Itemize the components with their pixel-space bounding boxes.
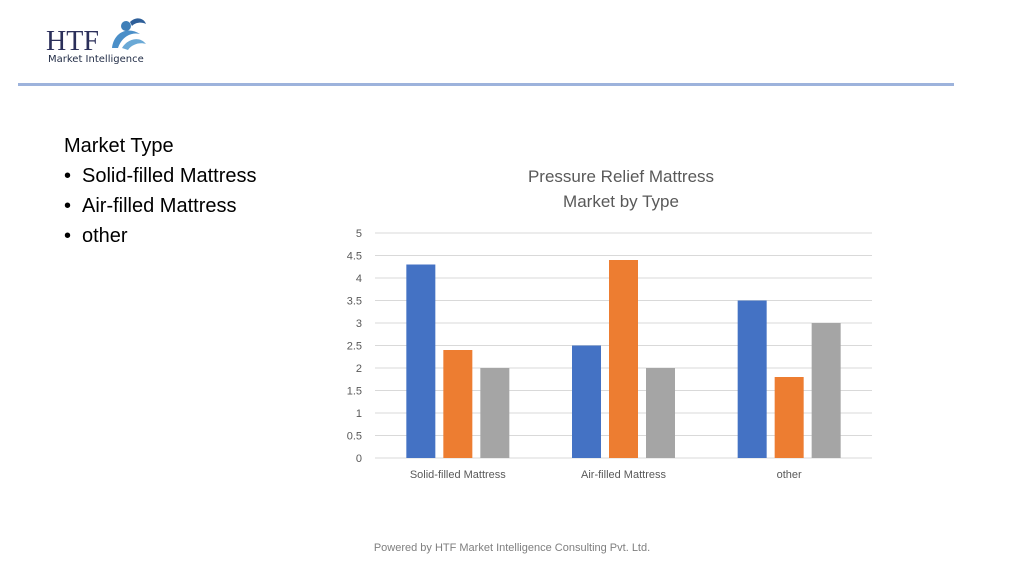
bar	[646, 368, 675, 458]
footer-credit: Powered by HTF Market Intelligence Consu…	[373, 542, 651, 554]
list-item-label: other	[82, 225, 128, 247]
y-tick-label: 5	[356, 228, 362, 240]
y-tick-label: 2.5	[347, 341, 362, 353]
y-tick-label: 0	[356, 453, 362, 465]
list-item: • Solid-filled Mattress	[64, 161, 257, 191]
bar-chart: Pressure Relief Mattress Market by Type …	[330, 160, 890, 500]
bullet-icon: •	[64, 225, 72, 247]
y-tick-label: 4.5	[347, 251, 362, 263]
bar	[774, 377, 804, 458]
header-divider	[18, 83, 954, 86]
bar	[811, 323, 841, 458]
bar	[480, 368, 510, 458]
bar	[737, 300, 767, 458]
market-type-list: Market Type • Solid-filled Mattress • Air-…	[64, 131, 257, 251]
y-tick-label: 1	[356, 408, 362, 420]
chart-title-line: Market by Type	[563, 192, 679, 211]
y-tick-label: 3	[356, 318, 362, 330]
list-heading: Market Type	[64, 135, 174, 157]
chart-title: Pressure Relief Mattress Market by Type	[500, 164, 742, 214]
y-tick-label: 0.5	[347, 431, 362, 443]
htf-logo: HTF Market Intelligence	[44, 12, 154, 72]
list-item: • Air-filled Mattress	[64, 191, 257, 221]
bar	[443, 350, 473, 458]
bar	[572, 345, 601, 458]
y-tick-label: 4	[356, 273, 362, 285]
bullet-icon: •	[64, 195, 72, 217]
x-tick-label: Solid-filled Mattress	[410, 469, 506, 481]
logo-subtitle: Market Intelligence	[48, 54, 144, 65]
logo-mark: HTF	[46, 18, 146, 56]
bar	[609, 260, 638, 458]
chart-plot: 0 0.5 1 1.5 2 2.5 3 3.5 4 4.5 5 Solid-filled Mattre…	[347, 228, 872, 481]
list-item: • other	[64, 221, 257, 251]
bullet-icon: •	[64, 165, 72, 187]
y-tick-label: 1.5	[347, 386, 362, 398]
y-tick-label: 2	[356, 363, 362, 375]
chart-title-line: Pressure Relief Mattress	[527, 167, 715, 186]
y-tick-label: 3.5	[347, 296, 362, 308]
list-item-label: Solid-filled Mattress	[82, 165, 257, 187]
bar	[406, 264, 436, 458]
logo-htf-text: HTF	[46, 26, 99, 56]
x-tick-label: Air-filled Mattress	[581, 469, 666, 481]
list-item-label: Air-filled Mattress	[82, 195, 237, 217]
x-tick-label: other	[777, 469, 802, 481]
